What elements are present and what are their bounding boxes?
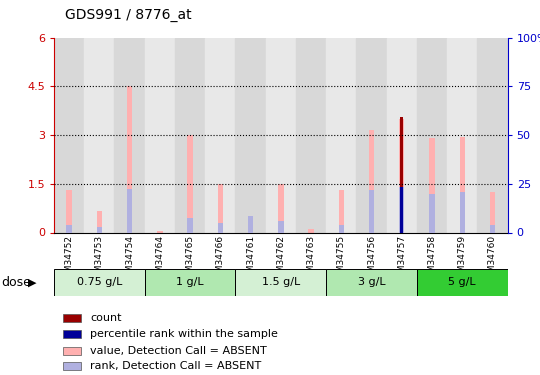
Bar <box>326 38 356 232</box>
Bar <box>429 138 435 232</box>
Bar <box>278 184 284 232</box>
Bar <box>63 330 81 338</box>
Bar <box>63 314 81 321</box>
Bar <box>248 223 253 232</box>
Bar <box>417 268 508 296</box>
Bar <box>63 347 81 355</box>
Bar <box>205 38 235 232</box>
Bar <box>145 268 235 296</box>
Bar <box>400 117 403 232</box>
Bar <box>460 136 465 232</box>
Bar <box>400 187 403 232</box>
Bar <box>266 38 296 232</box>
Text: dose: dose <box>1 276 31 289</box>
Bar <box>417 38 447 232</box>
Bar <box>326 268 417 296</box>
Bar <box>296 38 326 232</box>
Bar <box>157 231 163 232</box>
Bar <box>339 225 344 232</box>
Text: 3 g/L: 3 g/L <box>357 277 386 287</box>
Bar <box>369 190 374 232</box>
Bar <box>127 86 132 232</box>
Text: rank, Detection Call = ABSENT: rank, Detection Call = ABSENT <box>90 361 261 371</box>
Bar <box>63 362 81 370</box>
Bar <box>235 268 326 296</box>
Bar <box>339 190 344 232</box>
Bar <box>145 38 175 232</box>
Text: 1.5 g/L: 1.5 g/L <box>262 277 300 287</box>
Bar <box>356 38 387 232</box>
Bar <box>429 194 435 232</box>
Bar <box>248 216 253 232</box>
Bar <box>127 189 132 232</box>
Text: ▶: ▶ <box>28 277 37 287</box>
Bar <box>308 229 314 232</box>
Bar <box>66 190 72 232</box>
Bar <box>460 192 465 232</box>
Bar <box>399 119 404 232</box>
Bar <box>278 221 284 232</box>
Bar <box>66 225 72 232</box>
Bar <box>187 218 193 232</box>
Bar <box>97 211 102 232</box>
Bar <box>235 38 266 232</box>
Bar <box>399 187 404 232</box>
Bar <box>369 130 374 232</box>
Text: GDS991 / 8776_at: GDS991 / 8776_at <box>65 9 191 22</box>
Bar <box>387 38 417 232</box>
Text: value, Detection Call = ABSENT: value, Detection Call = ABSENT <box>90 346 267 356</box>
Bar <box>477 38 508 232</box>
Bar <box>175 38 205 232</box>
Text: 1 g/L: 1 g/L <box>176 277 204 287</box>
Bar <box>114 38 145 232</box>
Text: percentile rank within the sample: percentile rank within the sample <box>90 329 278 339</box>
Bar <box>84 38 114 232</box>
Bar <box>54 268 145 296</box>
Bar <box>187 135 193 232</box>
Bar <box>218 224 223 232</box>
Bar <box>490 225 495 232</box>
Bar <box>447 38 477 232</box>
Bar <box>97 226 102 232</box>
Text: count: count <box>90 313 122 323</box>
Bar <box>218 184 223 232</box>
Bar <box>54 38 84 232</box>
Text: 5 g/L: 5 g/L <box>448 277 476 287</box>
Bar <box>490 192 495 232</box>
Text: 0.75 g/L: 0.75 g/L <box>77 277 122 287</box>
